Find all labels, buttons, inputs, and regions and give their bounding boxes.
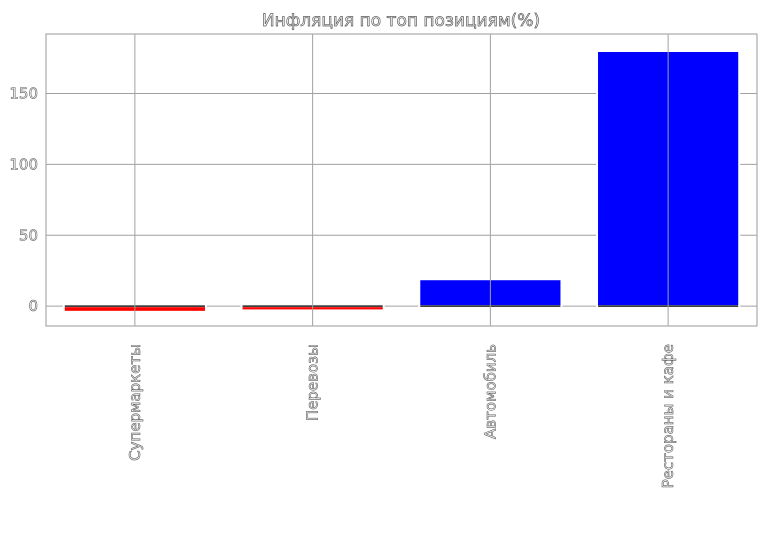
x-tick-label: Рестораны и кафе [659,344,677,488]
plot-frame [45,33,758,327]
chart-title: Инфляция по топ позициям(%) [262,11,540,31]
y-tick-label: 150 [9,85,38,103]
x-tick-label: Перевозы [304,344,322,421]
x-tick-label: Автомобиль [481,344,499,439]
y-tick-label: 100 [9,155,38,173]
plot-area: 0 50 100 150 Супермаркеты Перевозы Автомобиль Р… [9,33,758,489]
y-tick-label: 0 [28,297,38,315]
y-tick-label: 50 [19,226,38,244]
x-tick-label: Супермаркеты [126,344,144,461]
